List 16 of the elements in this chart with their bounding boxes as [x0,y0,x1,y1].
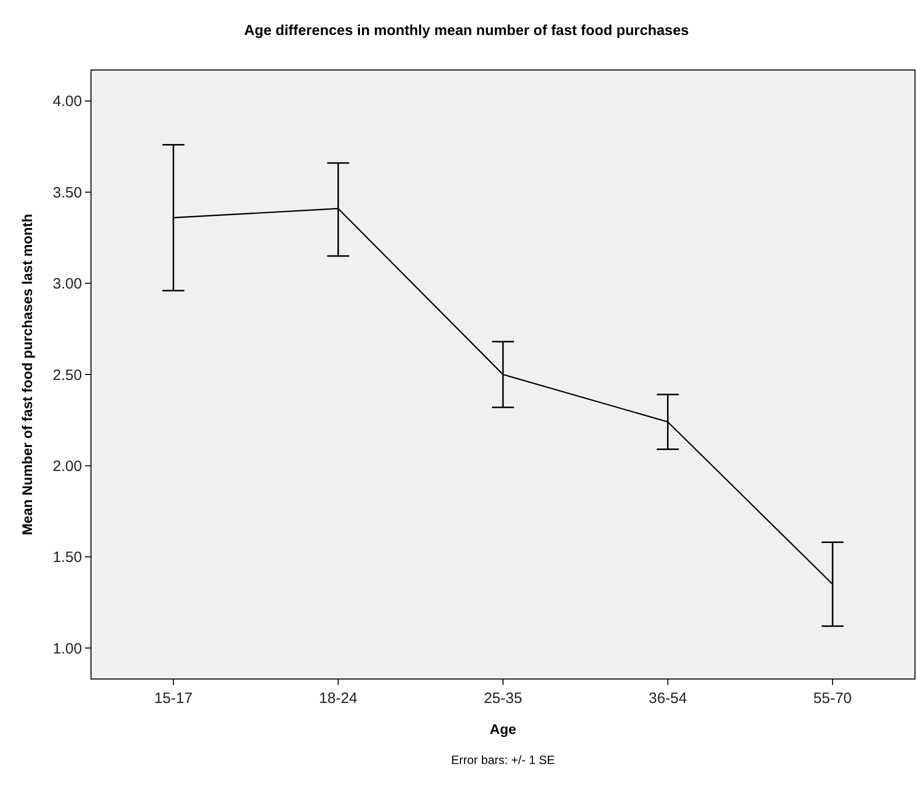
y-axis-title: Mean Number of fast food purchases last month [19,214,35,536]
x-axis-title: Age [490,721,516,737]
chart-title: Age differences in monthly mean number of fast food purchases [244,23,689,39]
x-tick-label: 55-70 [813,690,852,707]
x-tick-label: 36-54 [648,690,687,707]
y-tick-label: 3.50 [52,184,82,202]
y-tick-label: 4.00 [52,93,82,110]
y-tick-label: 2.50 [52,366,82,384]
y-tick-label: 1.50 [52,549,82,566]
x-tick-label: 15-17 [154,690,193,707]
x-tick-label: 18-24 [319,690,358,707]
text: Error bars: +/- 1 SE [451,753,555,767]
y-tick-label: 1.00 [52,640,82,658]
x-tick-label: 25-35 [484,690,522,707]
y-tick-label: 3.00 [52,276,82,293]
y-tick-label: 2.00 [52,458,82,475]
